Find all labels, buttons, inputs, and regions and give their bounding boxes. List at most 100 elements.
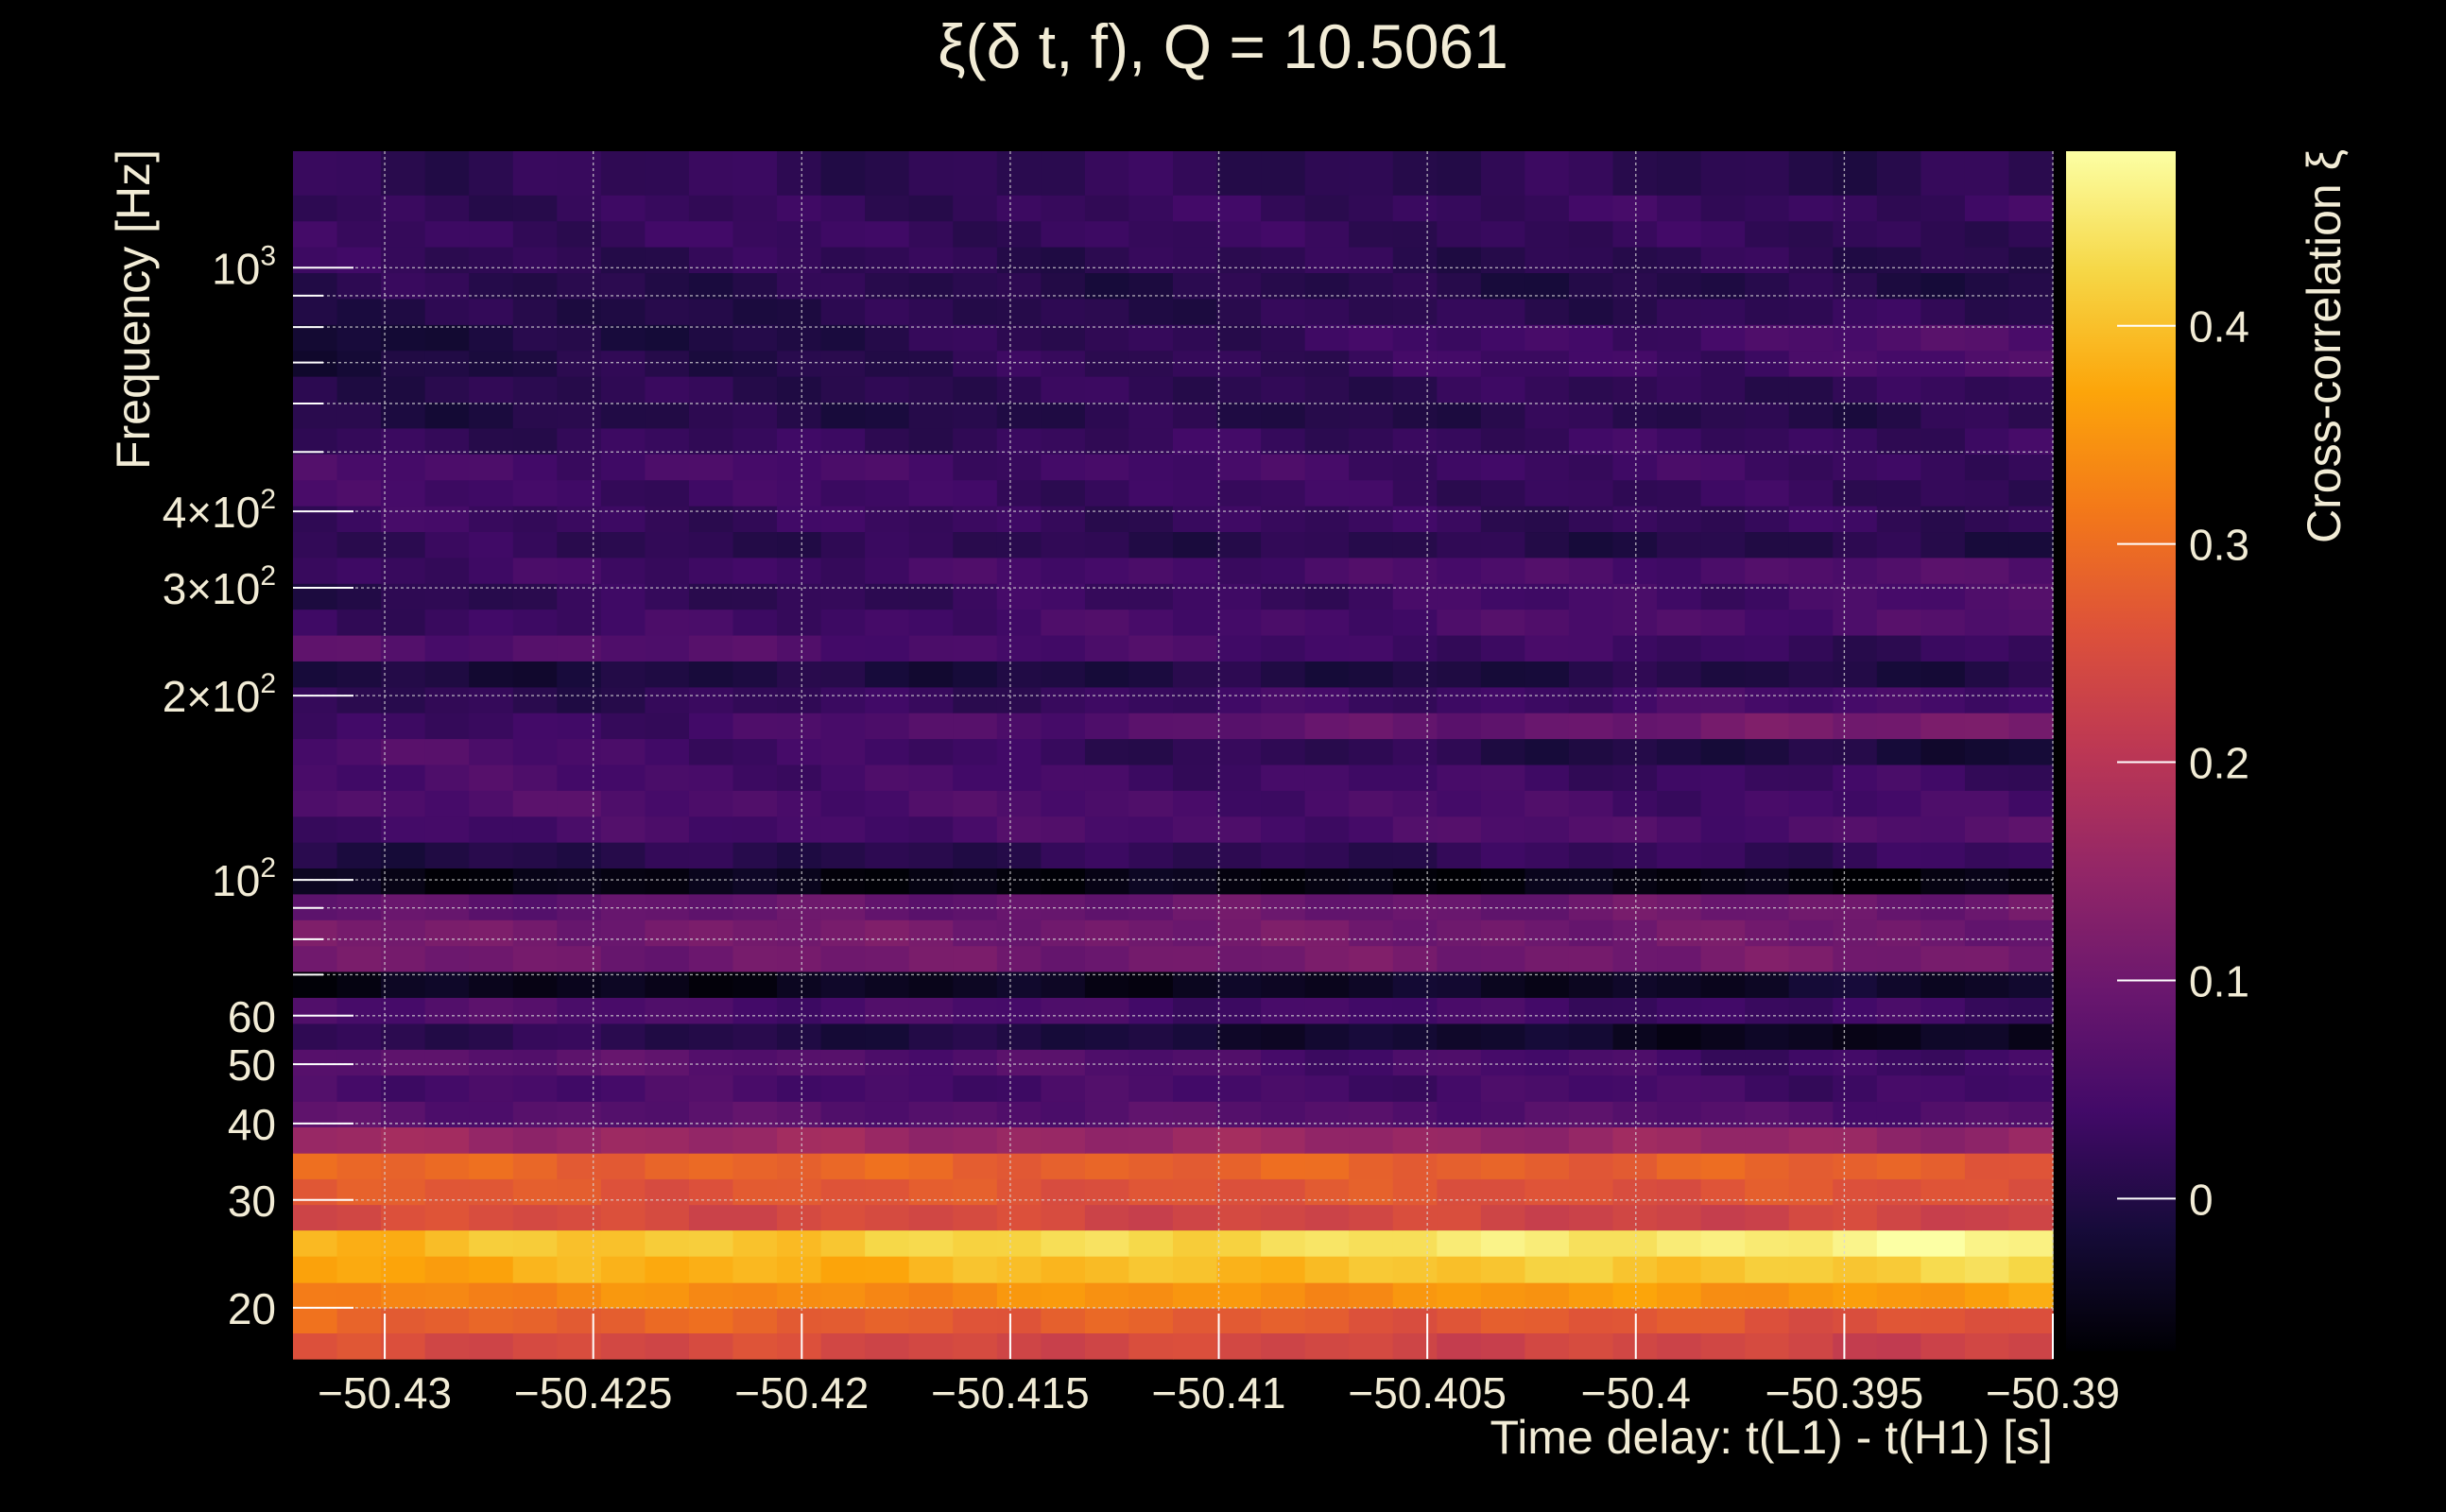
heatmap-cell bbox=[1745, 1153, 1790, 1179]
heatmap-cell bbox=[732, 842, 778, 869]
heatmap-cell bbox=[1876, 764, 1921, 791]
heatmap-cell bbox=[1437, 454, 1482, 481]
heatmap-cell bbox=[777, 1126, 822, 1154]
heatmap-cell bbox=[381, 868, 426, 895]
heatmap-cell bbox=[2008, 634, 2054, 662]
heatmap-cell bbox=[1084, 686, 1130, 713]
heatmap-cell bbox=[1392, 402, 1438, 429]
x-axis-label: Time delay: t(L1) - t(H1) [s] bbox=[1490, 1411, 2053, 1464]
heatmap-cell bbox=[1349, 661, 1394, 688]
heatmap-cell bbox=[1700, 298, 1746, 325]
heatmap-cell bbox=[1833, 1074, 1878, 1102]
heatmap-cell bbox=[557, 634, 602, 662]
heatmap-cell bbox=[1304, 479, 1350, 507]
heatmap-cell bbox=[1700, 195, 1746, 222]
heatmap-cell bbox=[996, 738, 1042, 765]
heatmap-cell bbox=[996, 376, 1042, 404]
x-tick-label: −50.42 bbox=[734, 1368, 869, 1418]
heatmap-cell bbox=[1921, 1282, 1966, 1309]
heatmap-cell bbox=[1261, 557, 1306, 584]
heatmap-cell bbox=[908, 220, 954, 248]
heatmap-cell bbox=[953, 1282, 998, 1309]
heatmap-cell bbox=[1876, 609, 1921, 636]
heatmap-cell bbox=[1084, 1282, 1130, 1309]
heatmap-cell bbox=[1788, 402, 1834, 429]
heatmap-cell bbox=[1084, 506, 1130, 533]
heatmap-cell bbox=[1480, 1049, 1525, 1076]
heatmap-cell bbox=[1216, 790, 1262, 817]
heatmap-cell bbox=[512, 764, 558, 791]
heatmap-cell bbox=[777, 402, 822, 429]
heatmap-cell bbox=[1480, 557, 1525, 584]
heatmap-cell bbox=[293, 842, 338, 869]
heatmap-cell bbox=[424, 1229, 470, 1257]
heatmap-cell bbox=[1437, 945, 1482, 972]
heatmap-cell bbox=[557, 531, 602, 558]
heatmap-cell bbox=[336, 1332, 382, 1360]
heatmap-cell bbox=[732, 945, 778, 972]
heatmap-cell bbox=[1128, 1282, 1174, 1309]
heatmap-cell bbox=[1041, 1332, 1086, 1360]
heatmap-cell bbox=[469, 1022, 514, 1050]
heatmap-cell bbox=[1216, 427, 1262, 455]
heatmap-cell bbox=[1876, 506, 1921, 533]
heatmap-cell bbox=[1745, 506, 1790, 533]
heatmap-cell bbox=[1788, 531, 1834, 558]
heatmap-cell bbox=[1041, 816, 1086, 843]
heatmap-cell bbox=[512, 609, 558, 636]
heatmap-cell bbox=[1216, 842, 1262, 869]
heatmap-cell bbox=[908, 945, 954, 972]
heatmap-cell bbox=[908, 324, 954, 352]
heatmap-cell bbox=[688, 1282, 734, 1309]
heatmap-cell bbox=[1568, 842, 1614, 869]
heatmap-cell bbox=[469, 1126, 514, 1154]
heatmap-cell bbox=[1041, 634, 1086, 662]
heatmap-cell bbox=[1261, 971, 1306, 998]
heatmap-cell bbox=[1480, 247, 1525, 274]
heatmap-cell bbox=[1392, 1256, 1438, 1283]
heatmap-cell bbox=[1173, 997, 1218, 1024]
heatmap-cell bbox=[1568, 609, 1614, 636]
heatmap-cell bbox=[820, 1049, 866, 1076]
heatmap-cell bbox=[1657, 1178, 1702, 1206]
heatmap-cell bbox=[732, 790, 778, 817]
heatmap-cell bbox=[1833, 151, 1878, 196]
heatmap-cell bbox=[600, 997, 646, 1024]
heatmap-cell bbox=[1349, 324, 1394, 352]
heatmap-cell bbox=[381, 945, 426, 972]
heatmap-cell bbox=[1657, 919, 1702, 947]
heatmap-cell bbox=[1216, 298, 1262, 325]
heatmap-cell bbox=[469, 919, 514, 947]
heatmap-cell bbox=[1261, 195, 1306, 222]
heatmap-cell bbox=[1833, 997, 1878, 1024]
heatmap-cell bbox=[1568, 402, 1614, 429]
heatmap-cell bbox=[1700, 738, 1746, 765]
heatmap-cell bbox=[512, 1178, 558, 1206]
heatmap-cell bbox=[1084, 1126, 1130, 1154]
heatmap-cell bbox=[1921, 427, 1966, 455]
heatmap-cell bbox=[688, 454, 734, 481]
heatmap-cell bbox=[732, 1074, 778, 1102]
heatmap-cell bbox=[865, 402, 910, 429]
heatmap-cell bbox=[865, 919, 910, 947]
heatmap-cell bbox=[1128, 945, 1174, 972]
heatmap-cell bbox=[1568, 919, 1614, 947]
heatmap-cell bbox=[1261, 997, 1306, 1024]
heatmap-cell bbox=[1921, 842, 1966, 869]
heatmap-cell bbox=[1216, 713, 1262, 740]
heatmap-cell bbox=[996, 272, 1042, 300]
heatmap-cell bbox=[1745, 634, 1790, 662]
heatmap-cell bbox=[1876, 971, 1921, 998]
heatmap-cell bbox=[1657, 790, 1702, 817]
heatmap-cell bbox=[469, 195, 514, 222]
heatmap-cell bbox=[1568, 738, 1614, 765]
heatmap-cell bbox=[1964, 1204, 2010, 1231]
heatmap-cell bbox=[996, 1307, 1042, 1334]
heatmap-cell bbox=[1568, 1229, 1614, 1257]
heatmap-cell bbox=[732, 1049, 778, 1076]
heatmap-cell bbox=[381, 506, 426, 533]
heatmap-cell bbox=[600, 479, 646, 507]
heatmap-cell bbox=[424, 151, 470, 196]
heatmap-cell bbox=[1392, 195, 1438, 222]
heatmap-cell bbox=[1921, 151, 1966, 196]
